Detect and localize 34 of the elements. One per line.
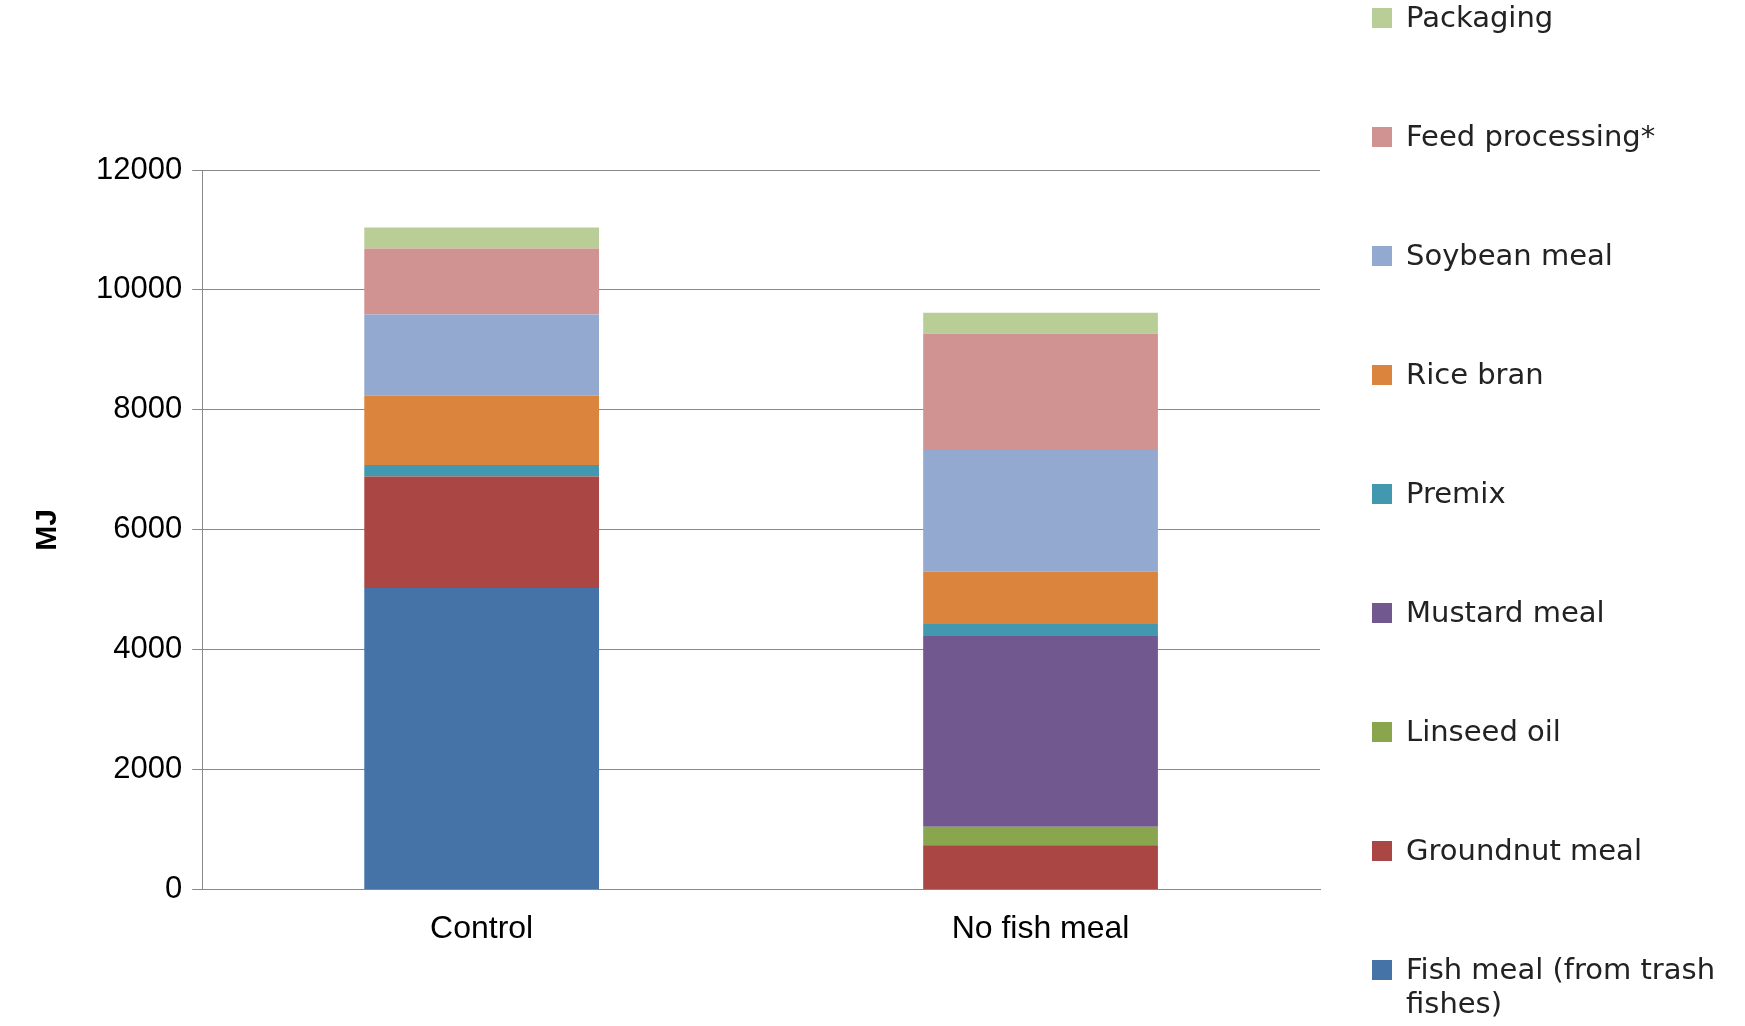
bar [364,227,600,249]
legend-label: Fish meal (from trash fishes) [1406,952,1717,1020]
bar [923,635,1158,827]
bar [364,587,600,890]
y-axis-title: MJ [29,508,63,551]
legend-label: Mustard meal [1406,595,1605,629]
legend-label: Rice bran [1406,357,1544,391]
legend-label: Soybean meal [1406,238,1613,272]
y-tick-label: 10000 [95,270,183,306]
x-tick-label: No fish meal [951,908,1130,945]
y-tick-label: 12000 [95,150,183,186]
bar [923,333,1158,451]
y-tick-label: 2000 [113,750,183,786]
bar [923,312,1158,334]
bar [923,826,1158,846]
bar [364,248,600,315]
x-tick-label: Control [430,908,534,945]
bar [923,623,1158,636]
y-tick-label: 8000 [113,390,183,426]
y-tick-label: 0 [164,870,183,906]
bar [364,476,600,588]
bar [364,314,600,396]
legend-label: Packaging [1406,0,1554,34]
y-tick-label: 4000 [113,630,183,666]
bar [364,465,600,477]
legend-label: Feed processing* [1406,119,1656,153]
bar [923,571,1158,624]
legend-label: Premix [1406,476,1506,510]
legend-label: Groundnut meal [1406,833,1642,867]
bar [923,450,1158,572]
legend-label: Linseed oil [1406,714,1561,748]
bar [923,845,1158,890]
y-tick-label: 6000 [113,510,183,546]
bar [364,395,600,466]
